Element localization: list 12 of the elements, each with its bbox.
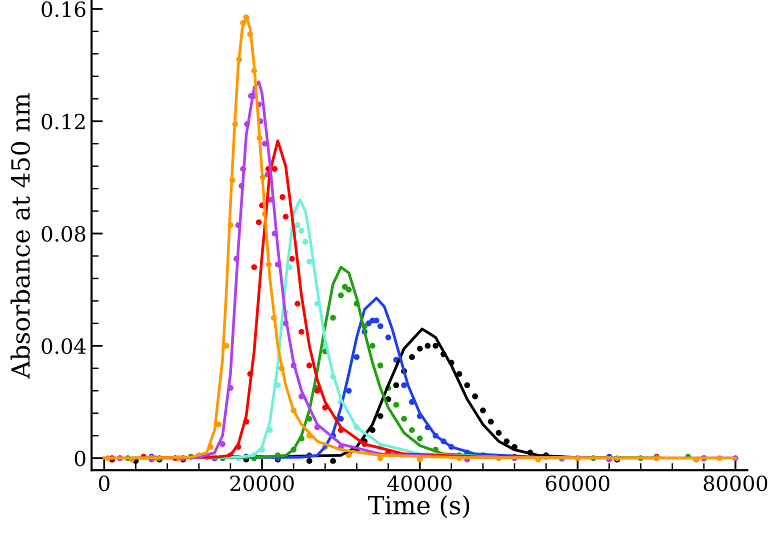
y-tick-label: 0 bbox=[74, 450, 86, 466]
y-axis-title: Absorbance at 450 nm bbox=[10, 93, 30, 379]
x-tick-label: 40000 bbox=[387, 475, 452, 492]
y-tick-label: 0.08 bbox=[42, 226, 86, 242]
y-tick-label: 0.04 bbox=[42, 338, 86, 354]
x-tick-label: 20000 bbox=[230, 475, 294, 492]
x-tick-label: 60000 bbox=[546, 475, 610, 492]
x-axis-title: Time (s) bbox=[368, 495, 470, 518]
y-tick-label: 0.16 bbox=[42, 1, 86, 18]
x-tick-label: 80000 bbox=[704, 475, 768, 492]
y-tick-label: 0.12 bbox=[42, 114, 85, 130]
x-tick-label: 0 bbox=[98, 475, 110, 492]
